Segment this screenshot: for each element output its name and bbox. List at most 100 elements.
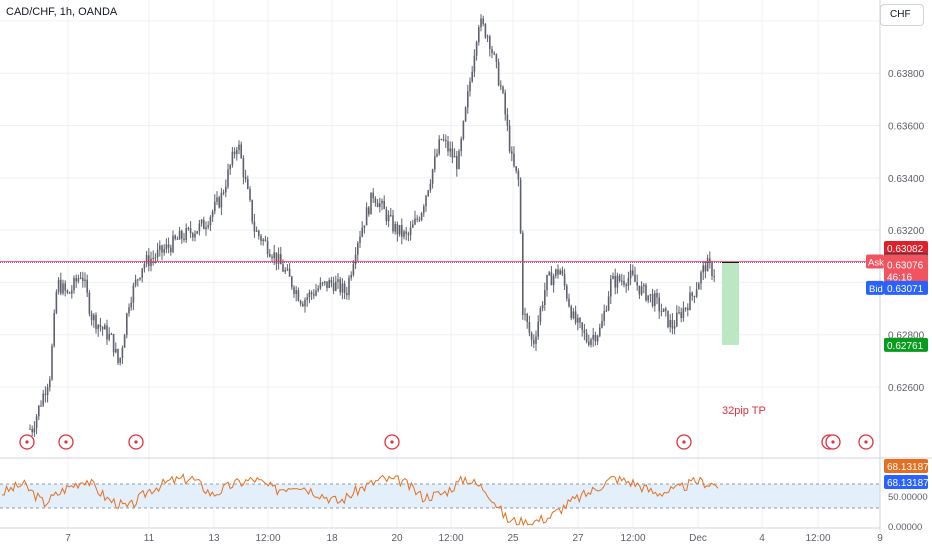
candle-body bbox=[104, 325, 106, 330]
rsi-value-blue: 68.13187 bbox=[887, 478, 929, 489]
rsi-tick-label: 50.00000 bbox=[888, 492, 928, 503]
candle-body bbox=[625, 284, 627, 287]
candle-body bbox=[634, 274, 636, 282]
candle-body bbox=[632, 270, 634, 275]
candle-body bbox=[493, 52, 495, 55]
candle-body bbox=[145, 255, 148, 264]
candle-body bbox=[255, 230, 258, 232]
currency-button[interactable]: CHF bbox=[880, 4, 924, 26]
candle-body bbox=[165, 244, 168, 250]
candle-body bbox=[438, 139, 440, 154]
x-tick-label: Dec bbox=[689, 533, 707, 544]
candle-body bbox=[242, 158, 245, 178]
candle-body bbox=[561, 270, 564, 275]
candle-body bbox=[112, 333, 115, 353]
candle-body bbox=[449, 148, 451, 152]
x-tick-label: 27 bbox=[572, 533, 584, 544]
candle-body bbox=[447, 141, 449, 152]
candle-body bbox=[442, 139, 445, 141]
candle-body bbox=[506, 114, 509, 126]
candle-body bbox=[159, 245, 161, 250]
candle-body bbox=[211, 211, 214, 217]
rsi-line bbox=[1, 472, 719, 527]
candle-body bbox=[359, 236, 361, 243]
candle-body bbox=[332, 282, 335, 291]
candle-body bbox=[577, 317, 579, 323]
candle-body bbox=[315, 290, 317, 296]
candle-body bbox=[651, 294, 654, 307]
candle-body bbox=[233, 151, 236, 155]
candle-body bbox=[581, 322, 583, 330]
candle-body bbox=[497, 61, 500, 86]
x-tick-label: 18 bbox=[326, 533, 338, 544]
candle-body bbox=[636, 281, 638, 286]
x-tick-label: 12:00 bbox=[620, 533, 645, 544]
candle-body bbox=[524, 313, 526, 315]
candle-body bbox=[209, 216, 212, 226]
candle-body bbox=[429, 183, 432, 191]
label-high-red-bg bbox=[884, 240, 928, 255]
candle-body bbox=[623, 280, 625, 285]
last-price-label: 0.63076 bbox=[887, 261, 924, 272]
candle-body bbox=[247, 178, 249, 189]
candle-body bbox=[117, 348, 119, 363]
label-bid: 0.63071 bbox=[887, 284, 924, 295]
candle-body bbox=[590, 339, 592, 345]
candle-body bbox=[702, 265, 704, 273]
candle-body bbox=[612, 275, 614, 279]
candle-body bbox=[350, 274, 352, 278]
candle-body bbox=[511, 151, 513, 154]
candle-body bbox=[264, 239, 267, 241]
x-tick-label: 12:00 bbox=[438, 533, 463, 544]
rsi-value-blue-bg bbox=[884, 475, 928, 489]
x-tick-label: 7 bbox=[65, 533, 71, 544]
tp-annotation: 32pip TP bbox=[722, 405, 766, 417]
candle-body bbox=[647, 295, 649, 301]
candle-body bbox=[669, 320, 671, 328]
candle-body bbox=[321, 282, 324, 284]
rsi-pane: 0.00000 50.00000 bbox=[0, 472, 928, 533]
candle-body bbox=[167, 244, 170, 248]
candle-body bbox=[68, 292, 71, 294]
candle-body bbox=[526, 313, 528, 323]
x-tick-label: 12:00 bbox=[255, 533, 280, 544]
y-tick-label: 0.63800 bbox=[888, 69, 925, 80]
candle-body bbox=[352, 264, 355, 275]
y-tick-label: 0.63600 bbox=[888, 122, 925, 133]
candle-body bbox=[405, 231, 407, 234]
candle-body bbox=[563, 274, 566, 286]
candle-body bbox=[194, 233, 196, 238]
candle-body bbox=[152, 257, 154, 259]
y-tick-label: 0.63400 bbox=[888, 174, 925, 185]
candle-body bbox=[132, 285, 135, 303]
candle-body bbox=[66, 290, 69, 293]
candle-body bbox=[337, 279, 339, 282]
candle-body bbox=[31, 429, 33, 433]
candle-body bbox=[451, 148, 454, 158]
candle-body bbox=[638, 285, 641, 295]
candle-body bbox=[154, 257, 157, 259]
candle-body bbox=[361, 227, 363, 237]
candle-body bbox=[185, 228, 187, 240]
candle-body bbox=[482, 18, 484, 25]
candle-body bbox=[286, 268, 289, 271]
candle-body bbox=[552, 275, 555, 286]
candle-body bbox=[260, 235, 262, 242]
rsi-band bbox=[0, 484, 880, 508]
candle-body bbox=[293, 287, 295, 294]
candle-body bbox=[621, 280, 623, 282]
candle-body bbox=[704, 265, 707, 272]
candle-body bbox=[291, 276, 293, 288]
candle-body bbox=[504, 92, 506, 115]
candle-body bbox=[280, 254, 282, 265]
candle-body bbox=[403, 231, 405, 237]
candle-body bbox=[205, 227, 207, 230]
bid-tag-bg bbox=[866, 280, 884, 295]
candle-body bbox=[357, 242, 359, 255]
candle-body bbox=[156, 249, 159, 258]
candle-body bbox=[709, 258, 711, 263]
candle-body bbox=[370, 192, 372, 215]
candle-body bbox=[126, 313, 128, 336]
candle-body bbox=[471, 71, 473, 82]
